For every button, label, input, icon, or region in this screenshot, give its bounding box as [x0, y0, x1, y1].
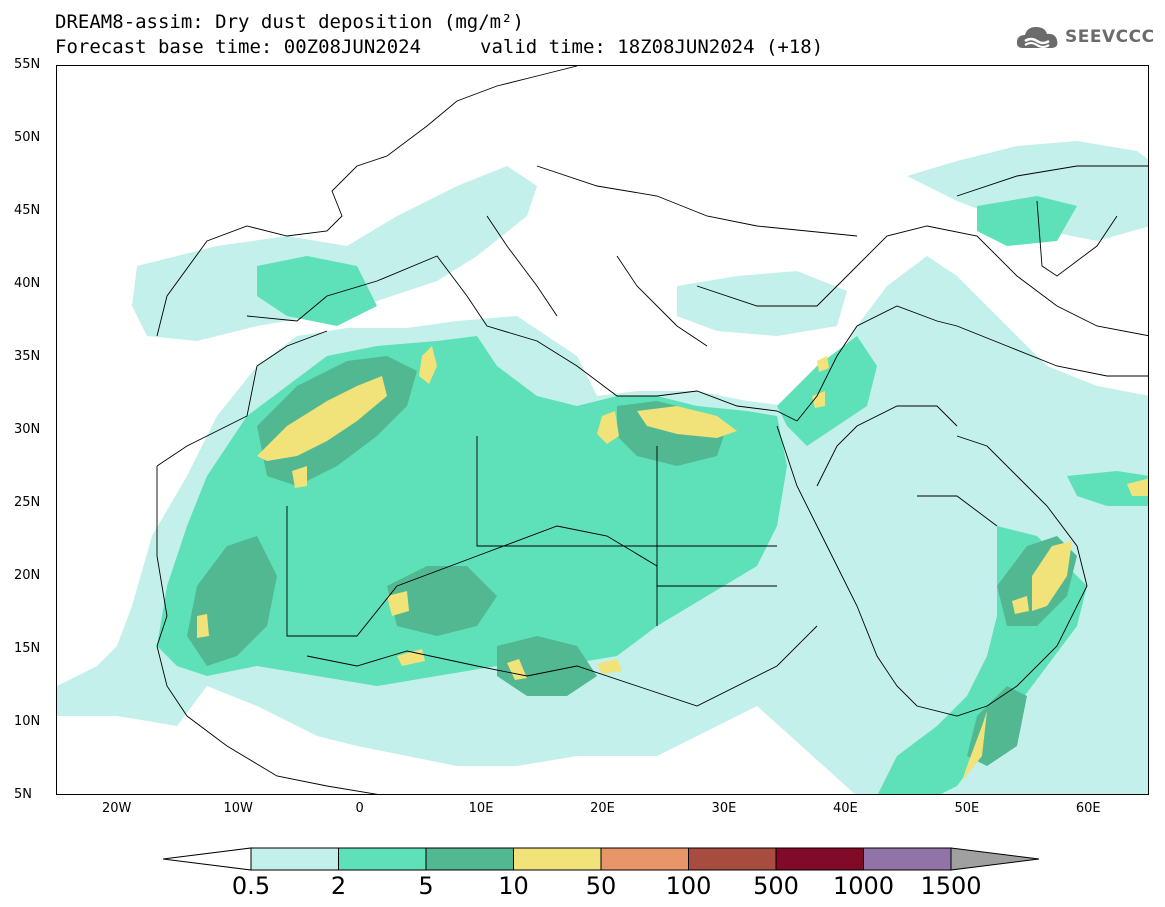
- lat-tick-label: 15N: [14, 641, 41, 656]
- seevccc-logo: SEEVCCC: [1015, 22, 1155, 52]
- colorbar: [163, 847, 1040, 871]
- colorbar-level-label: 10: [498, 872, 529, 900]
- lon-tick-label: 10E: [468, 801, 494, 816]
- coastlines-and-borders: [156, 66, 1148, 794]
- lon-tick-label: 60E: [1075, 801, 1101, 816]
- colorbar-level-label: 100: [665, 872, 712, 900]
- lon-tick-label: 20W: [102, 801, 132, 816]
- lat-tick-label: 10N: [14, 714, 41, 729]
- colorbar-swatch: [775, 847, 864, 871]
- lon-tick-label: 20E: [590, 801, 615, 816]
- lat-tick-label: 25N: [14, 495, 41, 510]
- lat-tick-label: 35N: [14, 349, 41, 364]
- lon-tick-label: 40E: [832, 801, 858, 816]
- lon-tick-label: 10W: [223, 801, 253, 816]
- lon-tick-label: 0: [355, 801, 364, 816]
- map-canvas: [57, 66, 1148, 794]
- colorbar-level-label: 1500: [920, 872, 982, 900]
- colorbar-level-label: 0.5: [231, 872, 271, 900]
- lat-tick-label: 55N: [14, 57, 41, 72]
- lon-tick-label: 30E: [711, 801, 737, 816]
- colorbar-swatch: [688, 847, 777, 871]
- colorbar-swatch: [338, 847, 427, 871]
- colorbar-swatch: [600, 847, 689, 871]
- deposition-level-4: [197, 346, 1148, 781]
- map-title: DREAM8-assim: Dry dust deposition (mg/m²…: [55, 11, 524, 33]
- valid-time: valid time: 18Z08JUN2024 (+18): [480, 36, 824, 58]
- colorbar-level-label: 500: [753, 872, 799, 900]
- lat-tick-label: 20N: [14, 568, 41, 583]
- cloud-logo-icon: [1016, 27, 1058, 48]
- forecast-base-time: Forecast base time: 00Z08JUN2024: [55, 36, 422, 58]
- lat-tick-label: 5N: [14, 787, 32, 802]
- colorbar-swatch: [863, 847, 952, 871]
- colorbar-level-label: 50: [585, 872, 617, 900]
- logo-text: SEEVCCC: [1065, 27, 1155, 47]
- lat-tick-label: 45N: [14, 203, 41, 218]
- colorbar-over-triangle: [950, 847, 1040, 871]
- lat-tick-label: 40N: [14, 276, 41, 291]
- lat-tick-label: 30N: [14, 422, 41, 437]
- lon-tick-label: 50E: [954, 801, 980, 816]
- colorbar-level-label: 5: [418, 872, 434, 900]
- colorbar-level-label: 1000: [832, 872, 895, 900]
- colorbar-level-label: 2: [330, 872, 347, 900]
- colorbar-swatch: [425, 847, 514, 871]
- dust-deposition-map: [56, 65, 1149, 795]
- lat-tick-label: 50N: [14, 130, 41, 145]
- colorbar-swatch: [250, 847, 339, 871]
- colorbar-under-triangle: [163, 847, 252, 871]
- colorbar-swatch: [513, 847, 602, 871]
